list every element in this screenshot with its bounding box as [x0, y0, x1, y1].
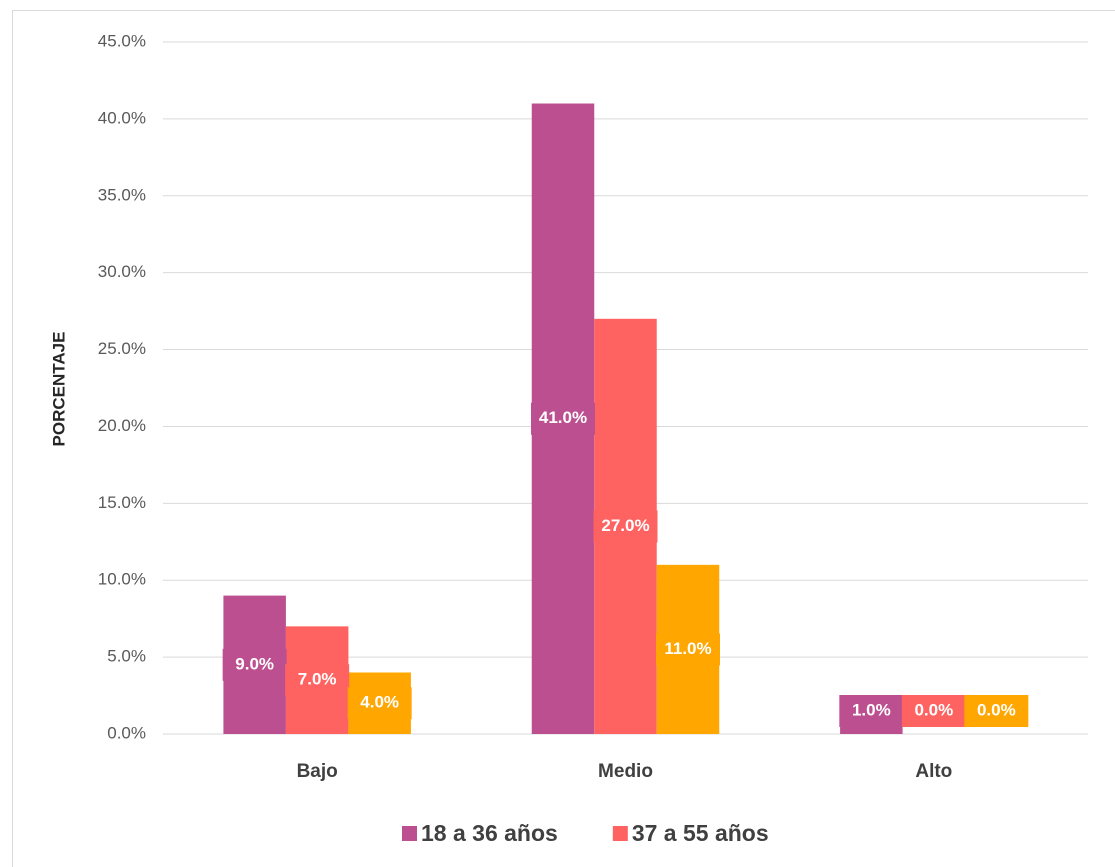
legend-swatch	[402, 826, 417, 841]
y-tick-label: 45.0%	[98, 31, 146, 50]
data-label-box	[656, 633, 720, 666]
legend-label: 18 a 36 años	[421, 820, 558, 846]
y-tick-label: 40.0%	[98, 108, 146, 127]
y-tick-label: 20.0%	[98, 416, 146, 435]
data-label: 4.0%	[360, 693, 399, 712]
data-label-box	[285, 664, 350, 697]
y-tick-label: 15.0%	[98, 493, 146, 512]
y-tick-label: 0.0%	[107, 723, 146, 742]
data-label-box	[901, 695, 966, 727]
data-label-box	[839, 695, 904, 727]
data-label: 41.0%	[539, 408, 587, 427]
data-label-box	[531, 402, 595, 435]
data-label: 0.0%	[977, 700, 1016, 719]
data-label: 1.0%	[852, 700, 891, 719]
x-tick-label: Medio	[598, 761, 653, 782]
y-tick-label: 35.0%	[98, 185, 146, 204]
y-tick-label: 30.0%	[98, 262, 146, 281]
data-label: 11.0%	[664, 639, 711, 658]
data-label-box	[347, 687, 412, 720]
data-label: 9.0%	[235, 654, 274, 673]
y-tick-label: 25.0%	[98, 339, 146, 358]
y-axis-title: PORCENTAJE	[49, 332, 68, 447]
legend-label: 37 a 55 años	[632, 820, 769, 846]
y-tick-label: 5.0%	[107, 647, 146, 666]
data-label-box	[964, 695, 1029, 727]
data-label: 0.0%	[914, 700, 953, 719]
x-tick-label: Alto	[915, 761, 952, 782]
legend-swatch	[612, 826, 628, 841]
data-label-box	[222, 648, 287, 681]
data-label: 27.0%	[601, 516, 649, 535]
data-label-box	[593, 510, 658, 543]
data-label: 7.0%	[298, 670, 337, 689]
y-tick-label: 10.0%	[98, 570, 146, 589]
x-tick-label: Bajo	[297, 761, 338, 782]
